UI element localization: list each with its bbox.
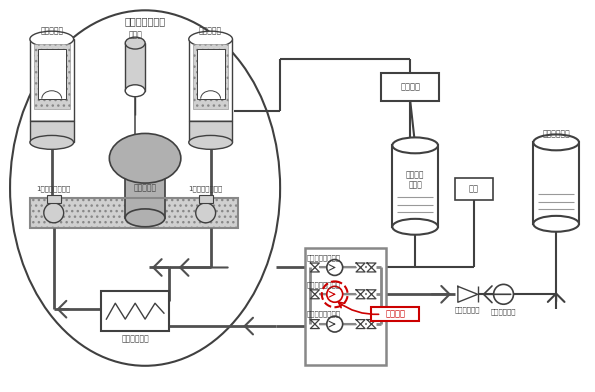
Circle shape xyxy=(327,286,343,302)
Ellipse shape xyxy=(533,216,579,232)
Text: 1次冷却材ポンプ: 1次冷却材ポンプ xyxy=(189,186,223,192)
Bar xyxy=(381,73,439,101)
Text: 充てんポンプ２Ｂ: 充てんポンプ２Ｂ xyxy=(307,281,341,288)
Bar xyxy=(30,39,74,120)
Bar xyxy=(38,49,65,99)
Text: ほう酸ポンプ: ほう酸ポンプ xyxy=(491,309,516,316)
Polygon shape xyxy=(458,286,478,302)
Text: 加圧器: 加圧器 xyxy=(128,31,142,40)
Bar xyxy=(197,49,224,99)
Ellipse shape xyxy=(30,31,74,47)
Bar xyxy=(30,198,239,228)
Bar xyxy=(533,142,579,224)
Bar xyxy=(125,178,165,218)
Text: ほう酸タンク: ほう酸タンク xyxy=(542,129,570,138)
Ellipse shape xyxy=(392,138,438,153)
Text: 当該箇所: 当該箇所 xyxy=(386,310,405,319)
Bar xyxy=(30,198,239,228)
Text: 体積制御
タンク: 体積制御 タンク xyxy=(406,171,424,190)
Bar xyxy=(47,195,61,203)
Bar xyxy=(392,145,438,227)
Circle shape xyxy=(44,203,64,223)
Text: 蒸気発生器: 蒸気発生器 xyxy=(40,27,63,36)
Text: ほう酸混合器: ほう酸混合器 xyxy=(455,307,481,314)
Ellipse shape xyxy=(125,209,165,227)
Circle shape xyxy=(196,203,215,223)
Bar xyxy=(101,291,169,331)
Ellipse shape xyxy=(189,31,233,47)
Text: 原子炉容器: 原子炉容器 xyxy=(133,183,156,192)
Bar xyxy=(455,178,493,200)
Circle shape xyxy=(327,316,343,332)
Ellipse shape xyxy=(533,134,579,150)
Text: 浄化設備: 浄化設備 xyxy=(400,82,420,91)
Bar xyxy=(371,307,419,321)
Ellipse shape xyxy=(189,135,233,149)
Ellipse shape xyxy=(392,219,438,235)
Bar xyxy=(189,120,233,142)
Text: 補水: 補水 xyxy=(469,185,479,194)
Ellipse shape xyxy=(125,37,145,49)
Ellipse shape xyxy=(109,133,181,183)
Ellipse shape xyxy=(125,85,145,97)
Bar xyxy=(305,248,386,365)
Text: 蒸気発生器: 蒸気発生器 xyxy=(199,27,222,36)
Text: 充てんポンプ２Ａ: 充てんポンプ２Ａ xyxy=(307,254,341,261)
Bar xyxy=(34,44,70,109)
Text: 充てんポンプ２Ｃ: 充てんポンプ２Ｃ xyxy=(307,311,341,318)
Bar xyxy=(199,195,212,203)
Text: 1次冷却材ポンプ: 1次冷却材ポンプ xyxy=(37,186,71,192)
Circle shape xyxy=(327,260,343,276)
Text: 原子炉格納容器: 原子炉格納容器 xyxy=(124,16,165,26)
Text: 再生熱交換器: 再生熱交換器 xyxy=(121,334,149,343)
Bar xyxy=(30,120,74,142)
Bar xyxy=(193,44,228,109)
Circle shape xyxy=(494,284,513,304)
Bar xyxy=(125,43,145,91)
Ellipse shape xyxy=(30,135,74,149)
Bar xyxy=(189,39,233,120)
